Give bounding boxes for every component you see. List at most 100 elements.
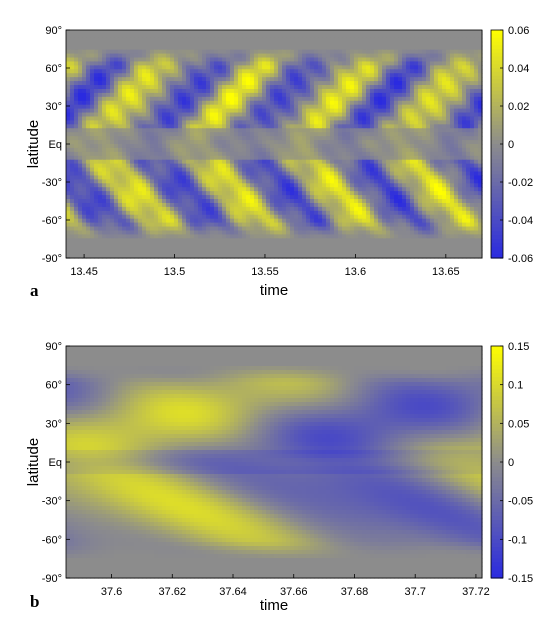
heatmap-cell xyxy=(190,69,195,74)
heatmap-cell xyxy=(234,183,239,188)
heatmap-cell xyxy=(198,81,203,86)
heatmap-cell xyxy=(166,57,171,63)
heatmap-cell xyxy=(178,206,183,212)
heatmap-cell xyxy=(418,45,423,51)
heatmap-cell xyxy=(426,96,431,102)
heatmap-cell xyxy=(162,124,167,129)
heatmap-cell xyxy=(266,53,271,59)
heatmap-cell xyxy=(78,179,83,184)
heatmap-cell xyxy=(146,214,151,220)
heatmap-cell xyxy=(130,30,135,35)
heatmap-cell xyxy=(322,85,327,90)
heatmap-cell xyxy=(374,57,379,63)
heatmap-cell xyxy=(406,167,411,173)
heatmap-cell xyxy=(198,144,203,149)
heatmap-cell xyxy=(362,45,367,51)
heatmap-cell xyxy=(290,49,295,55)
heatmap-cell xyxy=(266,100,271,106)
heatmap-cell xyxy=(446,132,451,137)
heatmap-cell xyxy=(126,214,131,220)
heatmap-cell xyxy=(242,136,247,141)
heatmap-cell xyxy=(106,175,111,180)
heatmap-cell xyxy=(298,155,303,161)
heatmap-cell xyxy=(186,191,191,196)
heatmap-cell xyxy=(430,191,435,196)
heatmap-cell xyxy=(70,57,75,63)
heatmap-cell xyxy=(454,128,459,133)
heatmap-cell xyxy=(390,88,395,94)
heatmap-cell xyxy=(462,214,467,220)
heatmap-cell xyxy=(170,136,175,141)
heatmap-cell xyxy=(210,206,215,212)
heatmap-cell xyxy=(190,41,195,47)
heatmap-cell xyxy=(410,81,415,86)
heatmap-cell xyxy=(282,92,287,98)
heatmap-cell xyxy=(174,159,179,165)
heatmap-cell xyxy=(322,96,327,102)
heatmap-cell xyxy=(270,65,275,70)
heatmap-cell xyxy=(118,100,123,106)
heatmap-cell xyxy=(378,171,383,177)
heatmap-cell xyxy=(430,81,435,86)
heatmap-cell xyxy=(330,57,335,63)
heatmap-cell xyxy=(198,49,203,55)
heatmap-cell xyxy=(206,195,211,200)
heatmap-cell xyxy=(390,77,395,82)
heatmap-cell xyxy=(314,144,319,149)
heatmap-cell xyxy=(74,206,79,212)
heatmap-cell xyxy=(442,53,447,59)
heatmap-cell xyxy=(378,214,383,220)
heatmap-cell xyxy=(254,88,259,94)
heatmap-cell xyxy=(462,116,467,122)
heatmap-cell xyxy=(366,171,371,177)
heatmap-cell xyxy=(246,37,251,43)
heatmap-cell xyxy=(270,136,275,141)
heatmap-cell xyxy=(254,37,259,43)
heatmap-cell xyxy=(154,65,159,70)
heatmap-cell xyxy=(454,147,459,153)
heatmap-cell xyxy=(310,120,315,125)
heatmap-cell xyxy=(202,112,207,118)
heatmap-cell xyxy=(182,210,187,216)
heatmap-cell xyxy=(446,81,451,86)
heatmap-cell xyxy=(398,53,403,59)
heatmap-cell xyxy=(350,179,355,184)
heatmap-cell xyxy=(458,92,463,98)
heatmap-cell xyxy=(398,41,403,47)
heatmap-cell xyxy=(478,202,483,208)
heatmap-cell xyxy=(478,175,483,180)
heatmap-cell xyxy=(158,183,163,188)
heatmap-cell xyxy=(338,195,343,200)
heatmap-cell xyxy=(278,100,283,106)
heatmap-cell xyxy=(158,33,163,39)
heatmap-cell xyxy=(302,144,307,149)
heatmap-cell xyxy=(170,73,175,78)
heatmap-cell xyxy=(78,77,83,82)
heatmap-cell xyxy=(218,187,223,192)
heatmap-cell xyxy=(334,171,339,177)
heatmap-cell xyxy=(346,96,351,102)
heatmap-cell xyxy=(170,81,175,86)
heatmap-cell xyxy=(206,100,211,106)
heatmap-cell xyxy=(262,53,267,59)
heatmap-cell xyxy=(274,159,279,165)
heatmap-cell xyxy=(166,37,171,43)
heatmap-cell xyxy=(74,159,79,165)
heatmap-cell xyxy=(258,147,263,153)
heatmap-cell xyxy=(238,85,243,90)
heatmap-cell xyxy=(70,108,75,114)
heatmap-cell xyxy=(306,140,311,145)
heatmap-cell xyxy=(354,206,359,212)
heatmap-cell xyxy=(142,210,147,216)
heatmap-cell xyxy=(350,132,355,137)
heatmap-cell xyxy=(138,155,143,161)
heatmap-cell xyxy=(330,30,335,35)
heatmap-cell xyxy=(290,65,295,70)
heatmap-cell xyxy=(402,132,407,137)
heatmap-cell xyxy=(150,183,155,188)
heatmap-cell xyxy=(450,104,455,110)
heatmap-cell xyxy=(386,210,391,216)
heatmap-cell xyxy=(338,136,343,141)
heatmap-cell xyxy=(462,108,467,114)
heatmap-cell xyxy=(402,179,407,184)
